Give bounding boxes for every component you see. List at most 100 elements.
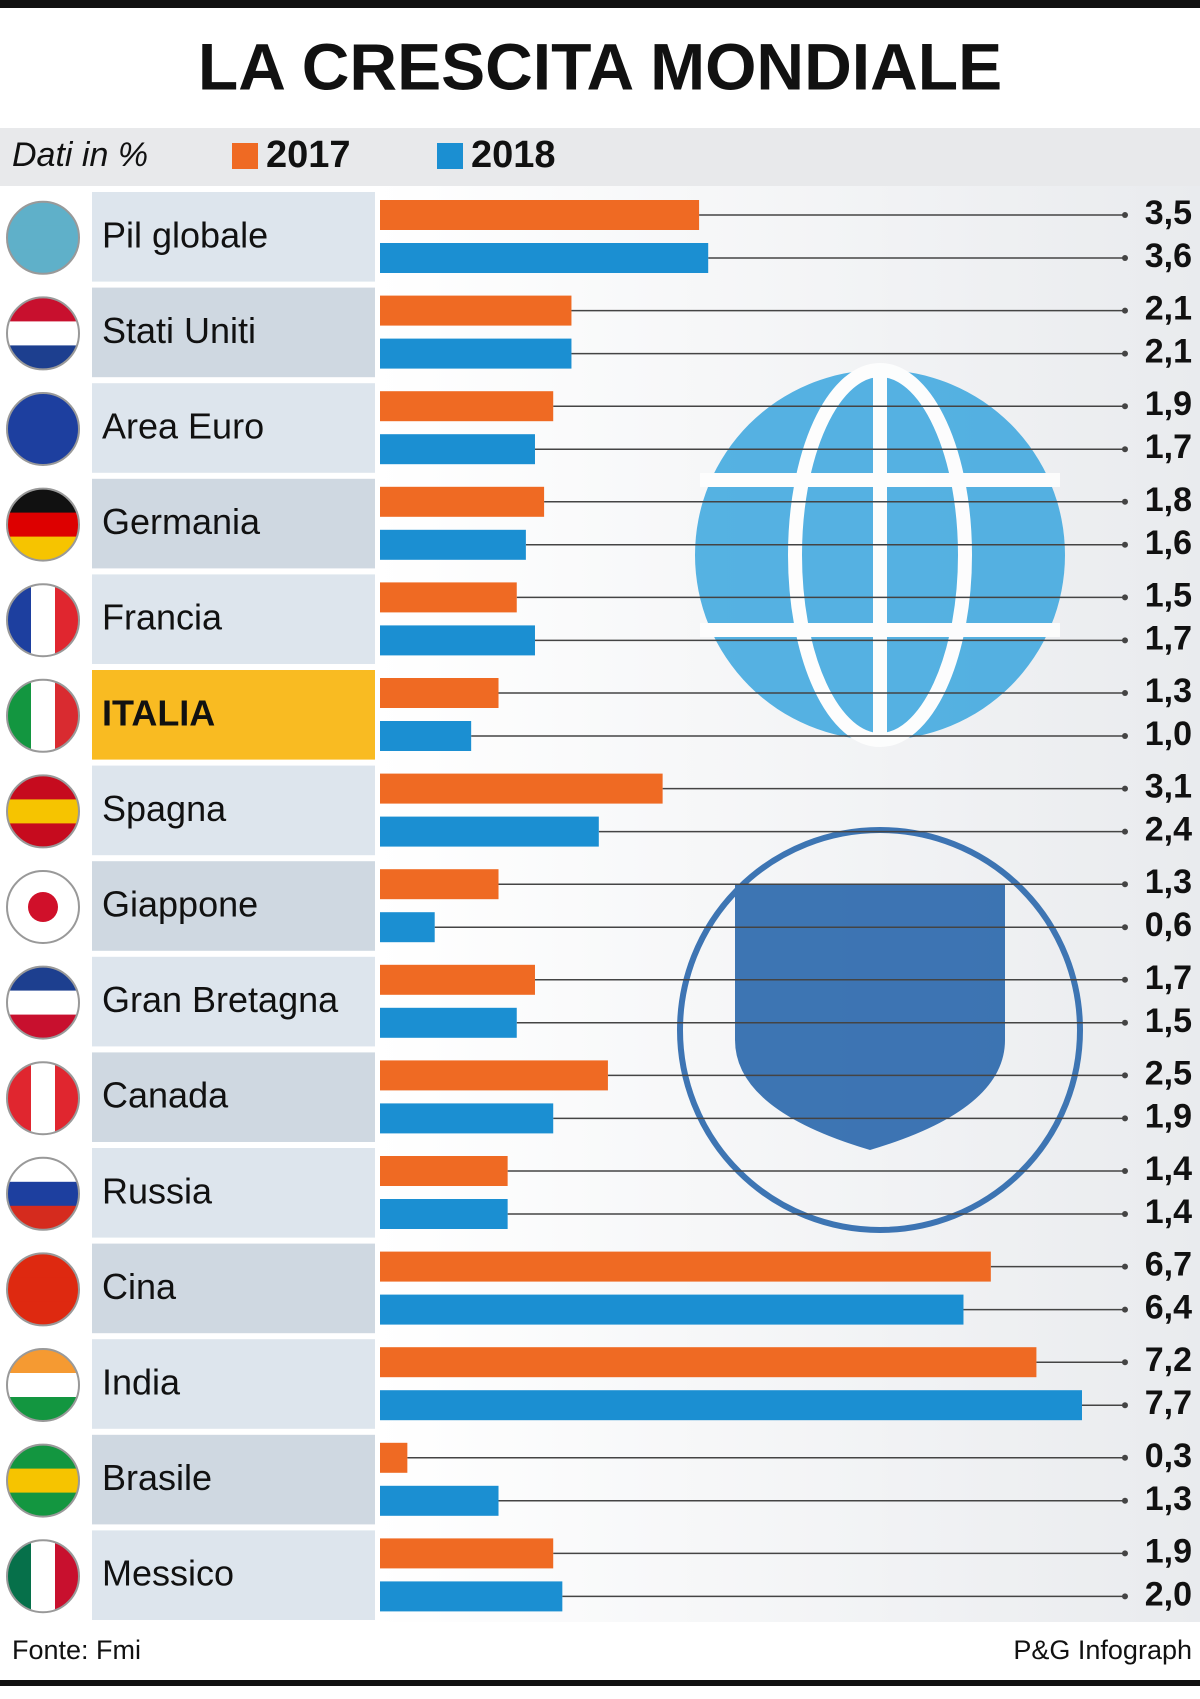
bar — [380, 1581, 563, 1612]
flag-rim — [6, 774, 80, 849]
value-label: 1,3 — [1145, 1480, 1192, 1518]
flag-stripe — [55, 679, 79, 752]
chart-title: LA CRESCITA MONDIALE — [198, 29, 1002, 103]
leader-dot — [1122, 1550, 1128, 1557]
flag-stripe — [7, 1205, 79, 1230]
bar — [380, 625, 535, 656]
bar — [380, 243, 709, 273]
value-label: 1,8 — [1145, 481, 1192, 519]
flag-rim — [6, 1252, 80, 1327]
leader-dot — [1122, 255, 1128, 261]
flag — [7, 1540, 79, 1613]
flag-stripe — [7, 1492, 79, 1517]
flag-stripe — [31, 1540, 56, 1613]
leader-dot — [1122, 594, 1128, 601]
label-box — [92, 1434, 375, 1525]
leader-dot — [1122, 881, 1128, 888]
bar — [380, 1156, 508, 1186]
source: Fonte: Fmi — [12, 1635, 141, 1665]
bar — [380, 678, 499, 708]
flag-stripe — [55, 1540, 79, 1613]
value-label: 6,7 — [1145, 1246, 1192, 1284]
flag-rim — [6, 1443, 80, 1518]
flag-rim — [6, 296, 80, 371]
subtitle: Dati in % — [12, 136, 148, 174]
label-box — [92, 1243, 375, 1334]
value-label: 2,5 — [1145, 1054, 1192, 1092]
flag-stripe — [31, 679, 56, 752]
flag — [7, 1062, 79, 1135]
value-label: 2,0 — [1145, 1575, 1192, 1613]
flag-stripe — [7, 871, 79, 896]
flag-stripe — [7, 1062, 32, 1135]
leader-dot — [1122, 1454, 1128, 1461]
bar — [380, 391, 554, 422]
category-label: Canada — [102, 1075, 229, 1116]
category-label: Brasile — [102, 1457, 212, 1498]
flag-stripe — [7, 823, 79, 848]
flag-stripe — [7, 1277, 79, 1302]
label-box — [92, 383, 375, 473]
value-label: 0,3 — [1145, 1437, 1192, 1475]
bottom-rule — [0, 1680, 1200, 1686]
value-label: 2,4 — [1145, 811, 1192, 849]
leader-dot — [1122, 541, 1128, 548]
flag-rim — [6, 870, 80, 944]
legend-label: 2017 — [266, 134, 351, 176]
value-label: 1,0 — [1145, 715, 1192, 753]
leader-dot — [1122, 1168, 1128, 1174]
leader-dot — [1122, 1593, 1128, 1600]
value-label: 1,9 — [1145, 385, 1192, 423]
flag-stripe — [7, 679, 32, 752]
bar — [380, 1347, 1037, 1378]
label-box — [92, 1148, 375, 1238]
bar — [380, 869, 499, 900]
category-label: India — [102, 1362, 181, 1403]
leader-dot — [1122, 828, 1128, 835]
value-label: 2,1 — [1145, 333, 1192, 371]
bar — [380, 1199, 508, 1229]
leader-dot — [1122, 1211, 1128, 1217]
flag-stripe — [55, 1062, 79, 1135]
label-box — [92, 287, 375, 378]
globe-decoration — [677, 363, 1083, 1233]
bar — [380, 582, 517, 613]
bar — [380, 434, 535, 465]
flag-stripe — [7, 1397, 79, 1421]
label-box — [92, 478, 375, 569]
leader-dot — [1122, 1402, 1128, 1409]
flag — [7, 1444, 79, 1517]
flag-stripe — [7, 775, 79, 800]
flag-stripe — [7, 321, 79, 346]
legend-label: 2018 — [471, 134, 556, 176]
label-box — [92, 670, 375, 760]
flag-stripe — [7, 1349, 79, 1374]
flag-stripe — [7, 584, 32, 657]
flag-rim — [6, 200, 80, 275]
label-box — [92, 574, 375, 664]
bar — [380, 1390, 1082, 1421]
value-label: 1,3 — [1145, 672, 1192, 710]
flag-stripe — [7, 1444, 79, 1470]
category-label: Francia — [102, 597, 223, 638]
leader-dot — [1122, 307, 1128, 314]
flag-stripe — [7, 441, 79, 465]
value-label: 1,3 — [1145, 863, 1192, 901]
flag-stripe — [7, 919, 79, 943]
flag-rim — [6, 1539, 80, 1614]
flag — [7, 1157, 79, 1230]
leader-dot — [1122, 350, 1128, 357]
flag — [7, 966, 79, 1039]
leader-dot — [1122, 1359, 1128, 1366]
value-label: 1,9 — [1145, 1097, 1192, 1135]
category-label: Cina — [102, 1266, 177, 1307]
label-box — [92, 192, 375, 282]
leader-dot — [1122, 1306, 1128, 1313]
flag-stripe — [55, 584, 79, 657]
label-box — [92, 861, 375, 951]
category-label: Germania — [102, 501, 261, 542]
value-label: 1,4 — [1145, 1193, 1192, 1231]
bar — [380, 200, 700, 230]
bar — [380, 912, 435, 943]
flag-stripe — [7, 417, 79, 442]
